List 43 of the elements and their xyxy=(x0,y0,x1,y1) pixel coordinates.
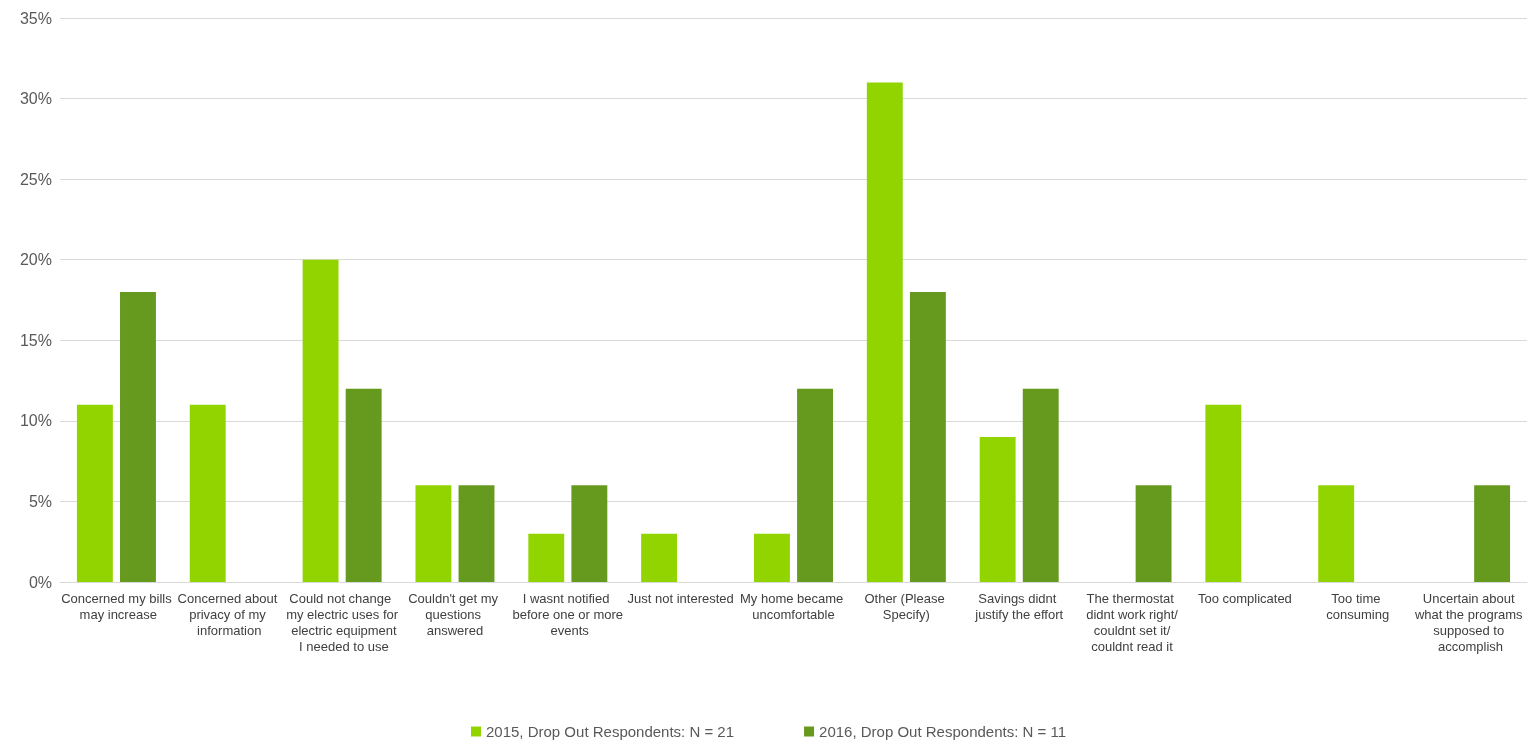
bar xyxy=(979,436,1016,582)
bar xyxy=(571,485,608,582)
x-tick-label: Too time consuming xyxy=(1326,590,1390,622)
bar xyxy=(866,82,903,582)
x-tick-label: The thermostat didnt work right/couldnt set it/couldnt read it xyxy=(1086,590,1179,654)
legend-label: 2016, Drop Out Respondents: N = 11 xyxy=(819,723,1067,740)
bar xyxy=(302,259,339,582)
x-tick-label: Concerned my bills may increase xyxy=(61,590,173,622)
y-tick-label: 15% xyxy=(19,331,52,349)
y-tick-label: 0% xyxy=(28,573,52,591)
bar xyxy=(120,291,156,582)
x-tick-label: Uncertain about what the programs supposed to accomplish xyxy=(1413,590,1527,654)
bar xyxy=(1318,485,1355,582)
bar xyxy=(528,533,565,582)
bar xyxy=(1135,485,1172,582)
bar xyxy=(76,404,113,582)
x-tick-label: Just not interested xyxy=(627,590,734,606)
x-tick-label: Couldn't get my questions answered xyxy=(408,590,502,638)
x-tick-label: Savings didnt justify the effort xyxy=(974,590,1064,622)
bar xyxy=(345,388,382,582)
bar xyxy=(1205,404,1242,582)
x-tick-label: Other (Please Specify) xyxy=(864,590,949,622)
x-tick-label: Concerned about privacy of my information xyxy=(177,590,281,638)
bar xyxy=(797,388,833,582)
x-tick-label: My home became uncomfortable xyxy=(740,590,847,622)
y-tick-label: 25% xyxy=(19,170,52,188)
y-tick-label: 35% xyxy=(19,9,52,27)
bar xyxy=(1022,388,1059,582)
bar xyxy=(641,533,678,582)
legend-label: 2015, Drop Out Respondents: N = 21 xyxy=(485,723,735,740)
bar xyxy=(754,533,790,582)
bar xyxy=(458,485,495,582)
y-tick-label: 5% xyxy=(28,492,52,510)
x-tick-label: Could not change my electric uses for electric equipment I needed to use xyxy=(286,590,399,654)
bar xyxy=(415,485,452,582)
y-tick-label: 10% xyxy=(19,412,52,430)
bar xyxy=(909,291,946,582)
x-tick-label: Too complicated xyxy=(1197,590,1292,606)
x-tick-label: I wasnt notified before one or more events xyxy=(512,590,624,638)
y-tick-label: 20% xyxy=(19,251,52,269)
bar xyxy=(1474,485,1511,582)
bar xyxy=(189,404,226,582)
y-tick-label: 30% xyxy=(19,90,52,108)
